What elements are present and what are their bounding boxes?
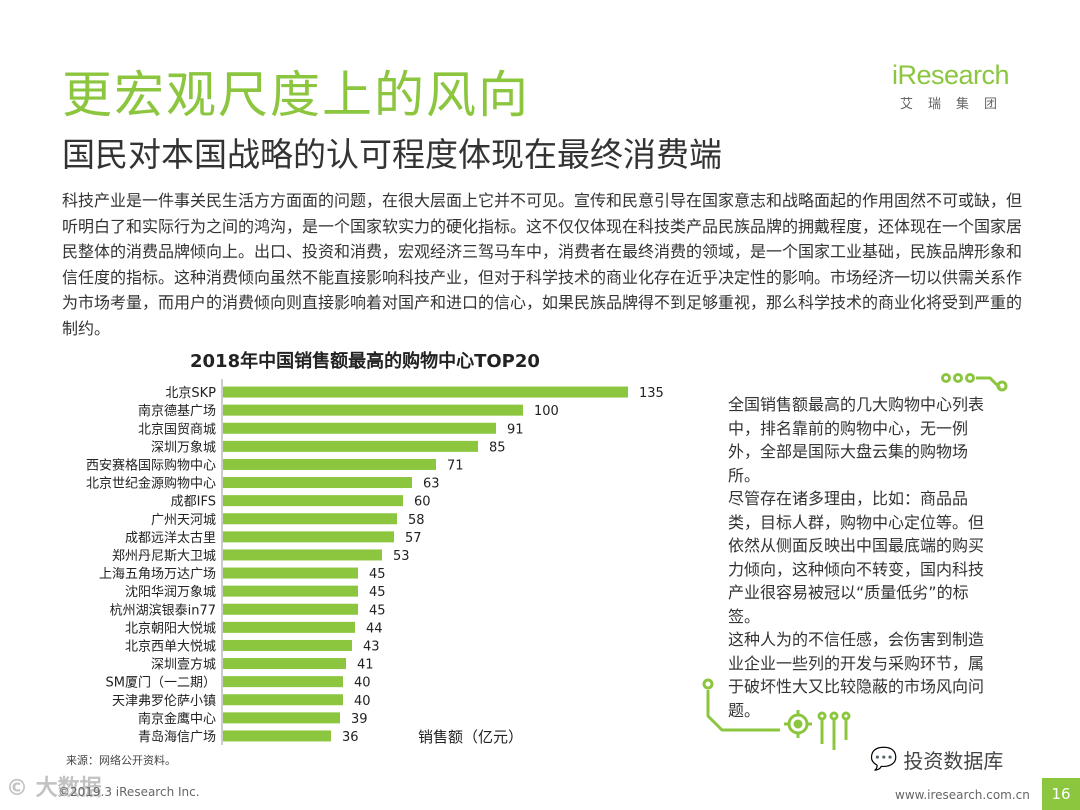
deco-line	[976, 376, 1002, 390]
side-paragraph-1: 全国销售额最高的几大购物中心列表中，排名靠前的购物中心，无一例外，全部是国际大盘…	[728, 395, 985, 485]
category-label: 上海五角场万达广场	[99, 567, 216, 582]
wechat-icon: 💬	[870, 747, 898, 772]
category-label: 深圳壹方城	[151, 657, 216, 673]
category-label: 沈阳华润万象城	[125, 585, 216, 600]
page-number: 16	[1042, 778, 1080, 810]
category-label: 西安赛格国际购物中心	[86, 457, 216, 473]
category-label: 北京朝阳大悦城	[125, 621, 216, 636]
category-label: 青岛海信广场	[138, 729, 216, 745]
category-label: 成都远洋太古里	[125, 531, 216, 546]
value-label: 40	[354, 676, 371, 691]
website-link[interactable]: www.iresearch.com.cn	[895, 788, 1030, 802]
bar	[223, 712, 340, 724]
logo-tagline: 艾瑞集团	[900, 97, 1013, 112]
iresearch-logo: iResearch 艾瑞集团	[892, 60, 1027, 112]
page-title: 更宏观尺度上的风向	[62, 66, 530, 124]
category-label: 杭州湖滨银泰in77	[110, 602, 216, 618]
value-label: 100	[534, 404, 559, 419]
value-label: 63	[423, 477, 440, 492]
bar	[223, 404, 523, 416]
source-note: 来源：网络公开资料。	[66, 754, 176, 767]
bar-chart: 北京SKP 135 南京德基广场 100 北京国贸商城 91 深圳万象城 85 西安赛格国际购物…	[86, 379, 664, 745]
category-label: 成都IFS	[171, 495, 216, 510]
wechat-badge: 💬 投资数据库	[870, 745, 1003, 774]
category-label: 郑州丹尼斯大卫城	[112, 549, 216, 564]
bar	[223, 585, 358, 597]
category-label: 北京国贸商城	[138, 422, 216, 437]
bar	[223, 567, 358, 579]
value-label: 57	[405, 531, 422, 546]
deco-line	[706, 690, 780, 732]
bar	[223, 730, 331, 742]
bar	[223, 386, 628, 398]
category-label: 深圳万象城	[151, 440, 216, 455]
deco-dot	[953, 373, 963, 383]
value-label: 45	[369, 603, 386, 618]
category-label: 北京SKP	[165, 386, 216, 401]
category-label: 天津弗罗伦萨小镇	[112, 694, 216, 709]
value-label: 135	[639, 386, 664, 401]
value-label: 60	[414, 495, 431, 510]
wechat-label: 投资数据库	[903, 749, 1004, 773]
value-label: 44	[366, 621, 383, 636]
bar	[223, 639, 352, 651]
bar	[223, 513, 397, 525]
value-label: 39	[351, 712, 368, 727]
category-label: 广州天河城	[151, 513, 216, 528]
deco-dot	[702, 678, 714, 690]
value-label: 85	[489, 440, 506, 455]
page-subtitle: 国民对本国战略的认可程度体现在最终消费端	[62, 135, 722, 174]
value-label: 58	[408, 513, 425, 528]
value-label: 45	[369, 585, 386, 600]
value-label: 43	[363, 639, 380, 654]
category-label: 北京世纪金源购物中心	[86, 476, 216, 492]
value-label: 71	[447, 458, 464, 473]
value-label: 53	[393, 549, 410, 564]
value-label: 45	[369, 567, 386, 582]
body-paragraph: 科技产业是一件事关民生活方方面面的问题，在很大层面上它并不可见。宣传和民意引导在…	[62, 191, 1023, 338]
bar	[223, 549, 382, 561]
value-label: 36	[342, 730, 359, 745]
chart-unit-label: 销售额（亿元）	[418, 728, 524, 746]
bar	[223, 621, 355, 633]
deco-dot	[965, 373, 975, 383]
bar	[223, 694, 343, 706]
deco-dot	[941, 373, 951, 383]
category-label: 南京金鹰中心	[138, 711, 216, 727]
deco-dot	[996, 380, 1008, 392]
category-label: SM厦门（一二期）	[106, 676, 216, 691]
side-paragraph-2: 尽管存在诸多理由，比如：商品品类，目标人群，购物中心定位等。但依然从侧面反映出中…	[728, 489, 985, 626]
bar	[223, 658, 346, 670]
category-label: 北京西单大悦城	[125, 639, 216, 654]
gear-icon	[787, 713, 809, 735]
bar	[223, 531, 394, 543]
bar	[223, 495, 403, 507]
bar	[223, 477, 412, 489]
value-label: 40	[354, 694, 371, 709]
bar	[223, 458, 436, 470]
bar	[223, 440, 478, 452]
value-label: 41	[357, 658, 374, 673]
bar	[223, 422, 496, 434]
side-paragraph-3: 这种人为的不信任感，会伤害到制造业企业一些列的开发与采购环节，属于破坏性大又比较…	[728, 630, 985, 720]
value-label: 91	[507, 422, 524, 437]
copyright: ©2019.3 iResearch Inc.	[58, 785, 200, 799]
chart-title: 2018年中国销售额最高的购物中心TOP20	[190, 351, 540, 372]
logo-brand: iResearch	[892, 60, 1010, 90]
bar	[223, 603, 358, 615]
side-commentary: 全国销售额最高的几大购物中心列表中，排名靠前的购物中心，无一例外，全部是国际大盘…	[728, 393, 990, 722]
watermark: © 大数据	[6, 776, 102, 801]
bar	[223, 676, 343, 688]
gear-icon-center	[793, 719, 803, 729]
category-label: 南京德基广场	[138, 403, 216, 419]
